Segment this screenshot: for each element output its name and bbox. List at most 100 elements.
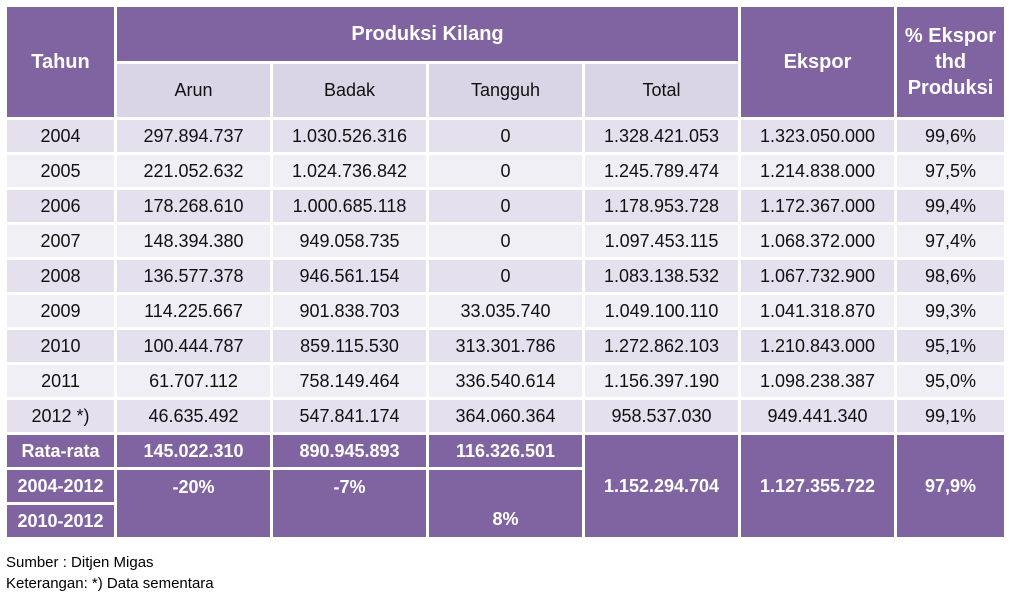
cell-total: 1.049.100.110 (585, 295, 738, 327)
cell-tangguh: 336.540.614 (429, 365, 582, 397)
cell-ekspor: 1.067.732.900 (741, 260, 894, 292)
cell-pct: 95,0% (897, 365, 1004, 397)
header-pct-ekspor: % Ekspor thd Produksi (897, 7, 1004, 117)
cell-badak: 901.838.703 (273, 295, 426, 327)
cell-ekspor: 1.041.318.870 (741, 295, 894, 327)
cell-arun: 297.894.737 (117, 120, 270, 152)
table-row: 2005 221.052.632 1.024.736.842 0 1.245.7… (7, 155, 1004, 187)
table-body: 2004 297.894.737 1.030.526.316 0 1.328.4… (7, 120, 1004, 432)
table-row: 2012 *) 46.635.492 547.841.174 364.060.3… (7, 400, 1004, 432)
cell-badak: 1.000.685.118 (273, 190, 426, 222)
cell-arun: 221.052.632 (117, 155, 270, 187)
cell-tangguh: 0 (429, 225, 582, 257)
cell-ekspor: 1.172.367.000 (741, 190, 894, 222)
cell-tangguh: 364.060.364 (429, 400, 582, 432)
footer-growth-tangguh: 8% (429, 470, 582, 537)
header-tangguh: Tangguh (429, 64, 582, 117)
header-total: Total (585, 64, 738, 117)
cell-ekspor: 1.214.838.000 (741, 155, 894, 187)
cell-tangguh: 0 (429, 155, 582, 187)
cell-total: 1.272.862.103 (585, 330, 738, 362)
cell-ekspor: 1.098.238.387 (741, 365, 894, 397)
cell-year: 2008 (7, 260, 114, 292)
cell-pct: 97,4% (897, 225, 1004, 257)
cell-total: 1.156.397.190 (585, 365, 738, 397)
header-badak: Badak (273, 64, 426, 117)
cell-year: 2006 (7, 190, 114, 222)
cell-total: 1.178.953.728 (585, 190, 738, 222)
cell-pct: 95,1% (897, 330, 1004, 362)
footer-growth2-label: 2010-2012 (7, 505, 114, 537)
footer-pct: 97,9% (897, 435, 1004, 537)
footer-growth-arun: -20% (117, 470, 270, 537)
cell-pct: 97,5% (897, 155, 1004, 187)
cell-total: 958.537.030 (585, 400, 738, 432)
cell-year: 2004 (7, 120, 114, 152)
table-row: 2010 100.444.787 859.115.530 313.301.786… (7, 330, 1004, 362)
cell-ekspor: 949.441.340 (741, 400, 894, 432)
remark-note: Keterangan: *) Data sementara (6, 575, 214, 592)
cell-tangguh: 0 (429, 190, 582, 222)
cell-arun: 148.394.380 (117, 225, 270, 257)
cell-tangguh: 33.035.740 (429, 295, 582, 327)
table-row: 2008 136.577.378 946.561.154 0 1.083.138… (7, 260, 1004, 292)
footer-rata-arun: 145.022.310 (117, 435, 270, 467)
header-pct-line1: % Ekspor (904, 25, 997, 47)
table-row: 2007 148.394.380 949.058.735 0 1.097.453… (7, 225, 1004, 257)
footer-rata-label: Rata-rata (7, 435, 114, 467)
cell-year: 2009 (7, 295, 114, 327)
header-pct-line3: Produksi (907, 77, 994, 99)
cell-year: 2010 (7, 330, 114, 362)
header-produksi-kilang: Produksi Kilang (117, 7, 738, 61)
cell-arun: 114.225.667 (117, 295, 270, 327)
table-row: 2009 114.225.667 901.838.703 33.035.740 … (7, 295, 1004, 327)
cell-badak: 859.115.530 (273, 330, 426, 362)
cell-total: 1.245.789.474 (585, 155, 738, 187)
cell-pct: 99,3% (897, 295, 1004, 327)
cell-ekspor: 1.323.050.000 (741, 120, 894, 152)
header-pct-line2: thd (934, 51, 967, 73)
cell-arun: 100.444.787 (117, 330, 270, 362)
cell-tangguh: 0 (429, 120, 582, 152)
cell-arun: 61.707.112 (117, 365, 270, 397)
cell-arun: 136.577.378 (117, 260, 270, 292)
footer-growth-badak: -7% (273, 470, 426, 537)
cell-pct: 99,6% (897, 120, 1004, 152)
cell-ekspor: 1.068.372.000 (741, 225, 894, 257)
table-row: 2011 61.707.112 758.149.464 336.540.614 … (7, 365, 1004, 397)
footer-growth1-label: 2004-2012 (7, 470, 114, 502)
table-row: 2006 178.268.610 1.000.685.118 0 1.178.9… (7, 190, 1004, 222)
header-tahun: Tahun (7, 7, 114, 117)
cell-badak: 946.561.154 (273, 260, 426, 292)
cell-year: 2011 (7, 365, 114, 397)
cell-pct: 98,6% (897, 260, 1004, 292)
cell-pct: 99,1% (897, 400, 1004, 432)
cell-year: 2007 (7, 225, 114, 257)
cell-tangguh: 313.301.786 (429, 330, 582, 362)
footer-total: 1.152.294.704 (585, 435, 738, 537)
cell-year: 2012 *) (7, 400, 114, 432)
cell-total: 1.083.138.532 (585, 260, 738, 292)
cell-badak: 1.030.526.316 (273, 120, 426, 152)
cell-badak: 547.841.174 (273, 400, 426, 432)
cell-year: 2005 (7, 155, 114, 187)
footer-ekspor: 1.127.355.722 (741, 435, 894, 537)
footer-rata-tangguh: 116.326.501 (429, 435, 582, 467)
cell-badak: 758.149.464 (273, 365, 426, 397)
table-footer: Rata-rata 145.022.310 890.945.893 116.32… (7, 435, 1004, 537)
table-notes: Sumber : Ditjen Migas Keterangan: *) Dat… (6, 552, 214, 594)
cell-tangguh: 0 (429, 260, 582, 292)
header-arun: Arun (117, 64, 270, 117)
cell-ekspor: 1.210.843.000 (741, 330, 894, 362)
cell-badak: 1.024.736.842 (273, 155, 426, 187)
cell-arun: 46.635.492 (117, 400, 270, 432)
lng-production-table: Tahun Produksi Kilang Ekspor % Ekspor th… (4, 4, 1007, 540)
table-row: 2004 297.894.737 1.030.526.316 0 1.328.4… (7, 120, 1004, 152)
cell-total: 1.328.421.053 (585, 120, 738, 152)
cell-total: 1.097.453.115 (585, 225, 738, 257)
header-ekspor: Ekspor (741, 7, 894, 117)
source-note: Sumber : Ditjen Migas (6, 554, 154, 571)
footer-rata-badak: 890.945.893 (273, 435, 426, 467)
cell-arun: 178.268.610 (117, 190, 270, 222)
cell-badak: 949.058.735 (273, 225, 426, 257)
